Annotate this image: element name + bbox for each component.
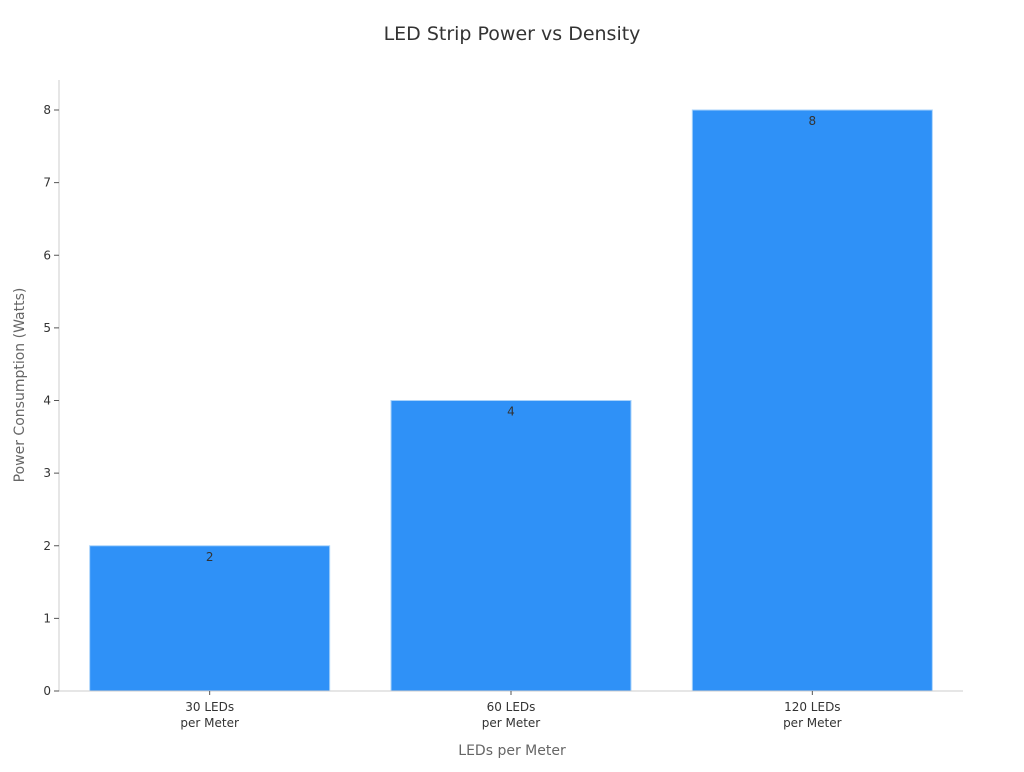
data-label: 2 bbox=[206, 550, 214, 564]
bar bbox=[691, 109, 933, 692]
x-tick-label: 60 LEDs bbox=[487, 700, 536, 714]
x-tick-label: per Meter bbox=[783, 716, 842, 730]
y-tick-label: 6 bbox=[43, 248, 51, 262]
y-tick-label: 5 bbox=[43, 321, 51, 335]
bar bbox=[390, 400, 632, 692]
y-tick-label: 8 bbox=[43, 103, 51, 117]
x-tick-label: per Meter bbox=[180, 716, 239, 730]
x-axis-label: LEDs per Meter bbox=[458, 743, 566, 759]
y-tick-label: 0 bbox=[43, 684, 51, 698]
y-tick-label: 2 bbox=[43, 539, 51, 553]
x-tick-label: 30 LEDs bbox=[185, 700, 234, 714]
x-tick-label: per Meter bbox=[482, 716, 541, 730]
data-label: 8 bbox=[809, 114, 817, 128]
y-tick-label: 7 bbox=[43, 176, 51, 190]
x-tick-label: 120 LEDs bbox=[784, 700, 840, 714]
y-tick-label: 3 bbox=[43, 466, 51, 480]
y-tick-label: 4 bbox=[43, 394, 51, 408]
chart-title: LED Strip Power vs Density bbox=[384, 23, 641, 45]
bar bbox=[89, 545, 331, 692]
y-axis-label: Power Consumption (Watts) bbox=[12, 288, 28, 483]
data-label: 4 bbox=[507, 405, 515, 419]
y-tick-label: 1 bbox=[43, 611, 51, 625]
